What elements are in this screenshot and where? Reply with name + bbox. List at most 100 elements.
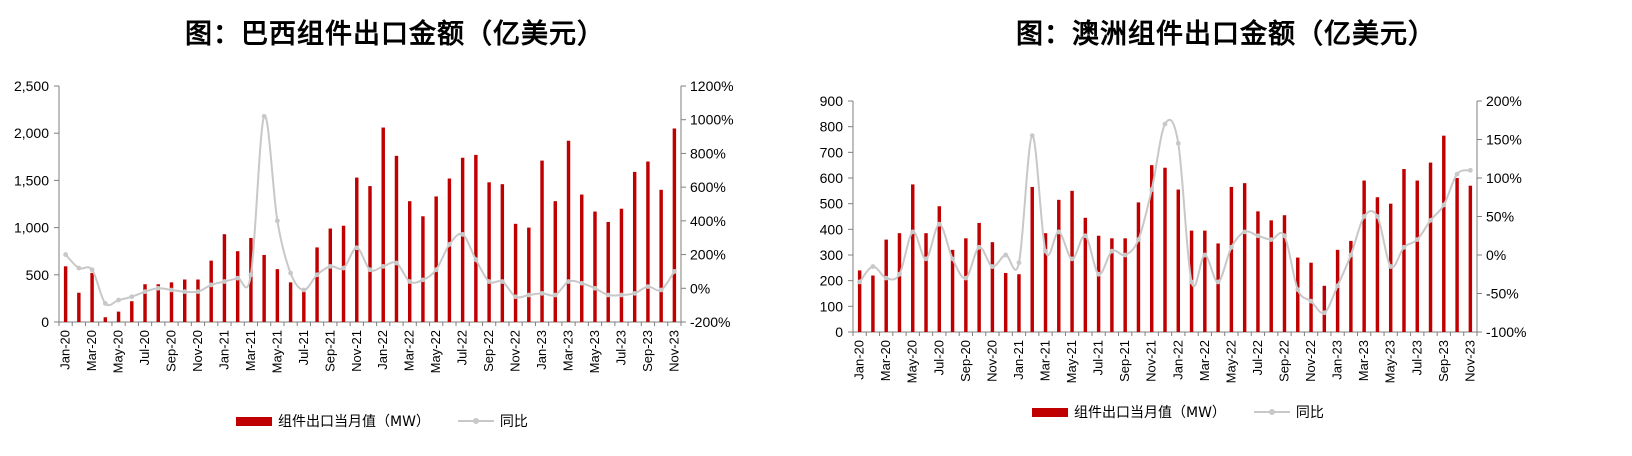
chart-legend: 组件出口当月值（MW） 同比 [236,411,528,431]
yoy-point [63,252,69,257]
legend-line-label: 同比 [1295,405,1324,421]
yoy-point [195,289,201,295]
y-tick-label-left: 1,000 [14,220,49,236]
x-tick-label: Jan-23 [534,330,549,370]
x-tick-label: Mar-23 [1356,340,1371,381]
yoy-point [1175,140,1181,146]
y-tick-label-right: 50% [1486,209,1514,225]
legend-line-label: 同比 [499,414,528,430]
yoy-point [963,275,969,281]
bar [156,284,160,322]
yoy-point [552,292,558,298]
bar [235,251,240,322]
bar [63,266,68,322]
yoy-point [1348,252,1354,258]
yoy-point [897,271,902,277]
x-tick-label: Jan-23 [1330,340,1345,380]
yoy-point [76,265,82,271]
y-tick-label-right: 1000% [690,112,734,128]
yoy-point [632,290,638,296]
bar [977,222,981,332]
x-tick-label: Mar-20 [878,340,893,381]
yoy-point [1109,248,1115,254]
bar [1296,257,1300,332]
y-tick-label-left: 0 [835,324,843,340]
legend-bar-swatch [236,416,272,426]
yoy-point [1056,229,1062,235]
yoy-point [447,242,452,247]
bar [527,227,531,322]
yoy-point [950,256,955,262]
x-tick-label: Jul-21 [1091,340,1106,375]
yoy-point [1228,244,1234,250]
bar [1096,235,1101,332]
x-tick-label: Nov-23 [666,330,681,372]
x-tick-label: Nov-20 [984,340,999,382]
brazil-chart: 0 500 1,000 1,500 2,000 2,500 -200% 0% 200% 400% 6… [14,78,734,373]
x-tick-label: Jul-23 [613,330,628,365]
bar [1017,274,1021,332]
bar [1455,178,1459,332]
legend-bar-swatch [1032,407,1068,417]
chart-title: 图：澳洲组件出口金额（亿美元） [1016,19,1436,50]
legend-bar-label: 组件出口当月值（MW） [1074,405,1226,421]
y-tick-label-left: 500 [26,267,50,283]
x-tick-label: Jan-20 [852,340,867,380]
yoy-point [433,267,439,273]
bar [1442,135,1446,332]
bar [1083,217,1088,332]
bar [1335,249,1340,332]
x-tick-label: Sep-23 [1436,340,1451,382]
y-tick-label-right: 800% [690,145,726,161]
bar [672,128,677,322]
bar [500,184,505,322]
bar [288,282,293,322]
yoy-point [129,294,135,300]
y-tick-label-left: 800 [820,119,843,135]
x-tick-label: Jul-20 [931,340,946,375]
x-tick-label: Sep-21 [1117,340,1132,382]
yoy-point [394,260,399,266]
yoy-point [1189,279,1194,285]
yoy-point [169,287,174,293]
x-tick-label: Mar-22 [402,330,417,371]
x-tick-label: Jul-22 [1250,340,1265,375]
bar [1030,186,1034,332]
bar [632,171,637,322]
bar [1070,190,1074,332]
y-tick-label-right: 200% [1486,93,1522,109]
bar [646,161,650,322]
bar [1163,167,1167,332]
y-tick-label-left: 1,500 [14,172,49,188]
australia-chart-panel: 图：澳洲组件出口金额（亿美元） 0 100 200 300 400 500 600 700 80… [820,0,1632,456]
yoy-point [89,267,95,273]
x-tick-label: Jan-21 [216,330,231,370]
yoy-point [1282,233,1287,239]
yoy-point [261,113,267,119]
yoy-point [1069,256,1075,262]
x-tick-label: Jul-20 [137,330,152,365]
y-tick-label-right: 0% [1486,247,1506,263]
bar [1003,272,1008,332]
x-tick-label: May-21 [269,330,284,373]
bar [566,140,571,322]
bar [77,292,81,322]
bar [447,178,452,322]
yoy-point [222,279,227,284]
bar [1176,189,1181,332]
bar [1229,186,1234,332]
bar [580,194,584,322]
x-tick-label: Mar-21 [243,330,258,371]
yoy-point [1335,283,1340,289]
bar [196,279,200,322]
x-tick-label: Jan-21 [1011,340,1026,380]
bar [553,201,557,322]
yoy-point [1202,252,1208,258]
x-tick-label: May-20 [111,330,126,373]
yoy-point [1428,217,1433,223]
x-tick-label: Sep-21 [322,330,337,372]
y-tick-label-left: 2,000 [14,125,49,141]
yoy-point [301,287,307,293]
bar [275,269,280,322]
x-tick-label: May-22 [1223,340,1238,383]
